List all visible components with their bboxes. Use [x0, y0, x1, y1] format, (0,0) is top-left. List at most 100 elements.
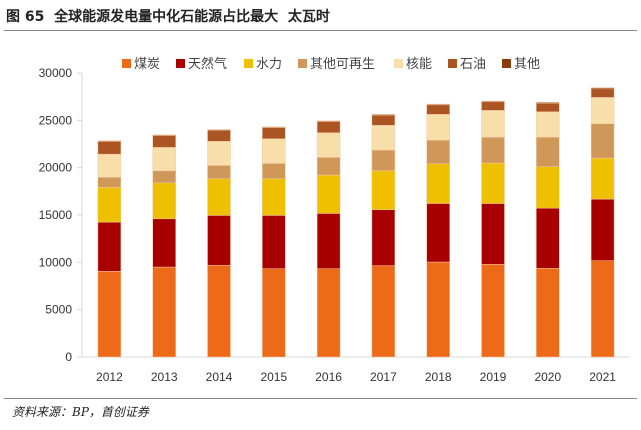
legend-swatch	[176, 59, 185, 68]
bar-segment	[426, 139, 450, 165]
bar-segment	[207, 178, 231, 216]
bar-segment	[262, 138, 286, 164]
bar-segment	[481, 110, 505, 138]
bar-segment	[207, 141, 231, 166]
bar-segment	[316, 121, 341, 133]
y-tick-label: 25000	[39, 113, 73, 127]
bar-segment	[262, 163, 286, 179]
legend-label: 天然气	[188, 56, 227, 71]
bar-segment	[481, 264, 505, 358]
bar-segment	[590, 87, 615, 90]
bar-segment	[371, 170, 396, 210]
bar-segment	[426, 104, 450, 115]
bar-segment	[207, 165, 231, 179]
x-tick-label: 2019	[480, 370, 507, 384]
bar-segment	[536, 207, 560, 269]
chart-title: 图 65 全球能源发电量中化石能源占比最大 太瓦时	[6, 9, 330, 25]
bar-segment	[262, 126, 286, 128]
bar-segment	[262, 178, 286, 216]
legend-swatch	[502, 59, 511, 68]
x-tick-label: 2014	[206, 370, 233, 384]
bar-segment	[316, 213, 341, 269]
x-tick-label: 2017	[370, 370, 397, 384]
bar-segment	[97, 141, 122, 155]
bar-segment	[152, 134, 176, 136]
bar-segment	[536, 166, 560, 209]
bar-segment	[590, 123, 615, 159]
bar-segment	[97, 177, 122, 188]
bar-segment	[97, 187, 122, 223]
bar-segment	[481, 100, 505, 103]
bar-segment	[590, 97, 615, 124]
bar-segment	[590, 157, 615, 200]
bar-segment	[426, 203, 450, 263]
y-tick-label: 15000	[39, 208, 73, 222]
bar-segment	[536, 102, 560, 104]
bar-segment	[316, 157, 341, 176]
x-tick-label: 2016	[315, 370, 342, 384]
bar-segment	[97, 140, 122, 142]
legend-swatch	[122, 59, 131, 68]
bar-segment	[536, 102, 560, 113]
y-tick-label: 10000	[39, 255, 73, 269]
bar-segment	[426, 103, 450, 106]
bar-segment	[152, 266, 176, 358]
bar-segment	[207, 129, 231, 142]
x-tick-label: 2012	[96, 370, 123, 384]
x-tick-label: 2021	[589, 370, 616, 384]
bar-segment	[97, 153, 122, 178]
legend-label: 水力	[256, 56, 282, 71]
bar-segment	[426, 261, 450, 358]
bar-segment	[481, 101, 505, 111]
legend-label: 煤炭	[134, 56, 160, 71]
bar-segment	[536, 268, 560, 358]
bar-segment	[590, 88, 615, 98]
bar-segment	[152, 135, 176, 148]
bar-segment	[262, 215, 286, 269]
bar-segment	[426, 163, 450, 204]
bar-segment	[207, 129, 231, 131]
source-divider	[4, 398, 637, 399]
bar-segment	[426, 114, 450, 141]
bar-segment	[371, 209, 396, 266]
source-note: 资料来源：BP，首创证券	[12, 405, 149, 419]
legend-swatch	[394, 59, 403, 68]
legend-label: 石油	[460, 56, 486, 71]
bar-segment	[152, 182, 176, 220]
bar-segment	[97, 221, 122, 272]
bar-segment	[262, 127, 286, 140]
bar-segment	[371, 149, 396, 171]
bar-segment	[371, 114, 396, 126]
x-tick-label: 2013	[151, 370, 178, 384]
stacked-bar-chart: 0 5000 10000 15000 20000 25000 30000 2012 2013 20…	[39, 56, 630, 384]
legend-swatch	[298, 59, 307, 68]
bar-segment	[316, 268, 341, 358]
bar-segment	[207, 265, 231, 358]
bar-segment	[262, 268, 286, 358]
bar-segment	[536, 136, 560, 167]
bar-segment	[371, 265, 396, 358]
y-tick-label: 5000	[45, 303, 72, 317]
legend-swatch	[448, 59, 457, 68]
bar-segment	[152, 147, 176, 172]
bar-segment	[536, 111, 560, 138]
bar-segment	[316, 132, 341, 158]
legend-label: 其他	[514, 56, 540, 71]
bar-segment	[152, 218, 176, 268]
legend-label: 核能	[406, 56, 432, 71]
bar-segment	[371, 114, 396, 116]
bar-segment	[316, 120, 341, 122]
bar-segment	[152, 170, 176, 184]
bar-segment	[590, 260, 615, 358]
bar-segment	[481, 136, 505, 164]
bar-segment	[481, 162, 505, 204]
bar-segment	[97, 271, 122, 358]
bar-segment	[316, 174, 341, 214]
legend-label: 其他可再生	[310, 56, 375, 71]
y-tick-label: 20000	[39, 161, 73, 175]
bar-segment	[371, 125, 396, 151]
y-tick-label: 0	[65, 350, 72, 364]
bar-segment	[481, 203, 505, 265]
x-tick-label: 2018	[425, 370, 452, 384]
y-tick-label: 30000	[39, 66, 73, 80]
